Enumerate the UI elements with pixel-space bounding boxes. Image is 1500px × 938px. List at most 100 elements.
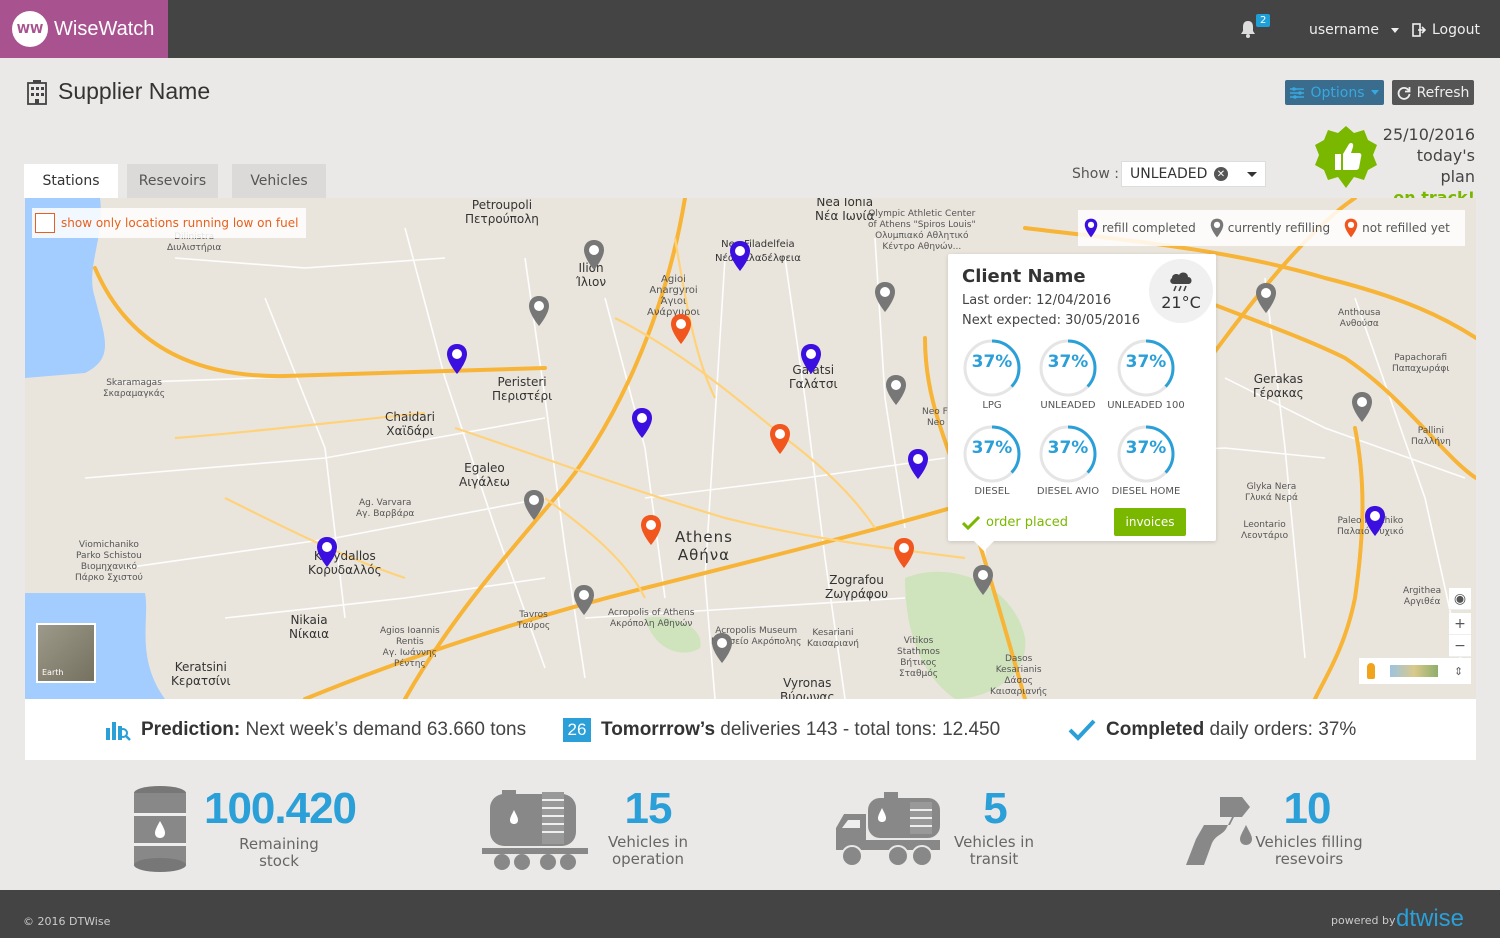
expand-icon[interactable]: ⇕ bbox=[1453, 664, 1464, 678]
logout-button[interactable]: Logout bbox=[1412, 22, 1480, 38]
dtwise-logo[interactable]: dtwise bbox=[1396, 905, 1465, 932]
summary-bar: Prediction: Next week’s demand 63.660 to… bbox=[25, 699, 1476, 760]
place-label: Vitikos Stathmos Βήτικος Σταθμός bbox=[897, 636, 940, 679]
tab-vehicles[interactable]: Vehicles bbox=[232, 164, 326, 198]
gauge-percent: 37% bbox=[971, 438, 1013, 458]
zoom-out-button[interactable]: − bbox=[1449, 635, 1471, 657]
station-pin-refill-completed[interactable] bbox=[446, 343, 468, 375]
check-icon bbox=[1068, 719, 1096, 741]
station-pin-refill-completed[interactable] bbox=[907, 448, 929, 480]
map-layer-thumbnails-icon[interactable] bbox=[1390, 665, 1439, 677]
station-pin-not-refilled[interactable] bbox=[640, 514, 662, 546]
place-label: Kesariani Καισαριανή bbox=[807, 628, 859, 649]
locate-icon[interactable]: ◉ bbox=[1449, 588, 1471, 610]
logout-icon bbox=[1412, 23, 1426, 37]
station-pin-not-refilled[interactable] bbox=[893, 537, 915, 569]
completed-stat: Completed daily orders: 37% bbox=[1068, 699, 1356, 760]
gauge-unleaded-100: 37% UNLEADED 100 bbox=[1107, 338, 1185, 414]
station-pin-refill-completed[interactable] bbox=[729, 240, 751, 272]
footer: © 2016 DTWise powered by dtwise bbox=[0, 890, 1500, 938]
legend-not-refilled: not refilled yet bbox=[1344, 218, 1450, 238]
place-label: Skaramagas Σκαραμαγκάς bbox=[103, 378, 166, 399]
station-pin-currently-refilling[interactable] bbox=[523, 489, 545, 521]
station-pin-currently-refilling[interactable] bbox=[573, 584, 595, 616]
deliveries-title: Tomorrrow’s bbox=[601, 718, 716, 740]
calendar-icon: 26 bbox=[563, 717, 591, 742]
options-label: Options bbox=[1310, 84, 1365, 101]
street-view-controls[interactable]: ⇕ bbox=[1359, 658, 1471, 684]
gauge-percent: 37% bbox=[1047, 438, 1089, 458]
logout-label: Logout bbox=[1432, 22, 1480, 38]
username-label: username bbox=[1309, 22, 1379, 38]
place-label: Papachorafi Παπαχωράφι bbox=[1392, 353, 1450, 374]
gauge-percent: 37% bbox=[1125, 438, 1167, 458]
invoices-button[interactable]: invoices bbox=[1114, 508, 1186, 536]
bell-icon[interactable] bbox=[1240, 20, 1256, 38]
station-pin-not-refilled[interactable] bbox=[769, 423, 791, 455]
kpi-transit-value: 5 bbox=[983, 784, 1007, 833]
station-pin-refill-completed[interactable] bbox=[1364, 505, 1386, 537]
pegman-icon[interactable] bbox=[1366, 663, 1375, 679]
place-label: Dasos Kesarianis Δάσος Καισαριανής bbox=[990, 654, 1048, 697]
options-button[interactable]: Options bbox=[1285, 80, 1384, 105]
place-label: Anthousa Ανθούσα bbox=[1338, 308, 1381, 329]
logo[interactable]: WW WiseWatch bbox=[0, 0, 168, 58]
station-pin-currently-refilling[interactable] bbox=[972, 564, 994, 596]
station-pin-currently-refilling[interactable] bbox=[1255, 282, 1277, 314]
station-pin-currently-refilling[interactable] bbox=[583, 239, 605, 271]
user-menu[interactable]: username bbox=[1309, 22, 1400, 38]
kpi-filling-value: 10 bbox=[1283, 784, 1332, 833]
city-label: Athens Αθήνα bbox=[675, 528, 733, 564]
fuel-type-select[interactable]: UNLEADED ✕ bbox=[1121, 161, 1266, 187]
top-bar: WW WiseWatch 2 username Logout bbox=[0, 0, 1500, 58]
last-order: Last order: 12/04/2016 bbox=[962, 293, 1112, 308]
chevron-down-icon[interactable] bbox=[1247, 172, 1257, 177]
gauge-label: UNLEADED bbox=[1040, 400, 1096, 411]
deliveries-stat: 26 Tomorrrow’s deliveries 143 - total to… bbox=[563, 699, 1000, 760]
station-pin-currently-refilling[interactable] bbox=[1351, 391, 1373, 423]
place-label: Vyronas Βύρωνας bbox=[780, 676, 835, 699]
station-pin-refill-completed[interactable] bbox=[800, 343, 822, 375]
station-pin-currently-refilling[interactable] bbox=[885, 374, 907, 406]
gauge-percent: 37% bbox=[1047, 352, 1089, 372]
kpi-remaining-stock-label: Remaining stock bbox=[239, 835, 319, 870]
station-pin-not-refilled[interactable] bbox=[670, 313, 692, 345]
refresh-button[interactable]: Refresh bbox=[1392, 80, 1474, 105]
refresh-icon bbox=[1397, 86, 1410, 100]
stations-map[interactable]: Petroupoli Πετρούπολη Nea Ionia Νέα Ιωνί… bbox=[25, 198, 1476, 699]
powered-by-label: powered by bbox=[1331, 914, 1396, 927]
pin-icon bbox=[1210, 218, 1224, 238]
weather-widget: 21°C bbox=[1149, 259, 1213, 323]
gauge-label: DIESEL AVIO bbox=[1036, 486, 1100, 497]
kpi-transit-label: Vehicles in transit bbox=[954, 833, 1034, 868]
place-label: Olympic Athletic Center of Athens "Spiro… bbox=[868, 209, 976, 252]
prediction-stat: Prediction: Next week’s demand 63.660 to… bbox=[105, 699, 526, 760]
next-expected: Next expected: 30/05/2016 bbox=[962, 313, 1141, 328]
place-label: Gerakas Γέρακας bbox=[1253, 372, 1304, 400]
fuel-type-selected: UNLEADED bbox=[1130, 166, 1208, 182]
kpi-operation-label: Vehicles in operation bbox=[608, 833, 688, 868]
zoom-in-button[interactable]: + bbox=[1449, 613, 1471, 635]
earth-view-toggle[interactable]: Earth bbox=[36, 623, 96, 683]
gauge-lpg: 37% LPG bbox=[962, 338, 1022, 414]
oil-barrel-icon bbox=[134, 786, 186, 872]
tab-stations[interactable]: Stations bbox=[24, 164, 118, 198]
low-fuel-toggle[interactable]: show only locations running low on fuel bbox=[32, 208, 307, 238]
gauge-unleaded: 37% UNLEADED bbox=[1038, 338, 1098, 414]
pin-icon bbox=[1084, 218, 1098, 238]
clear-selection-icon[interactable]: ✕ bbox=[1214, 167, 1228, 181]
prediction-title: Prediction: bbox=[141, 718, 241, 740]
gauge-label: DIESEL bbox=[974, 486, 1010, 497]
station-pin-currently-refilling[interactable] bbox=[711, 632, 733, 664]
station-pin-refill-completed[interactable] bbox=[316, 536, 338, 568]
station-pin-currently-refilling[interactable] bbox=[874, 281, 896, 313]
tab-resevoirs[interactable]: Resevoirs bbox=[127, 164, 218, 198]
supplier-name: Supplier Name bbox=[58, 78, 211, 104]
low-fuel-checkbox[interactable] bbox=[35, 213, 55, 233]
station-pin-currently-refilling[interactable] bbox=[528, 295, 550, 327]
place-label: Egaleo Αιγάλεω bbox=[459, 461, 510, 489]
station-pin-refill-completed[interactable] bbox=[631, 407, 653, 439]
copyright: © 2016 DTWise bbox=[23, 915, 111, 928]
legend-label: refill completed bbox=[1102, 221, 1196, 235]
show-filter-label: Show : bbox=[1072, 166, 1119, 182]
